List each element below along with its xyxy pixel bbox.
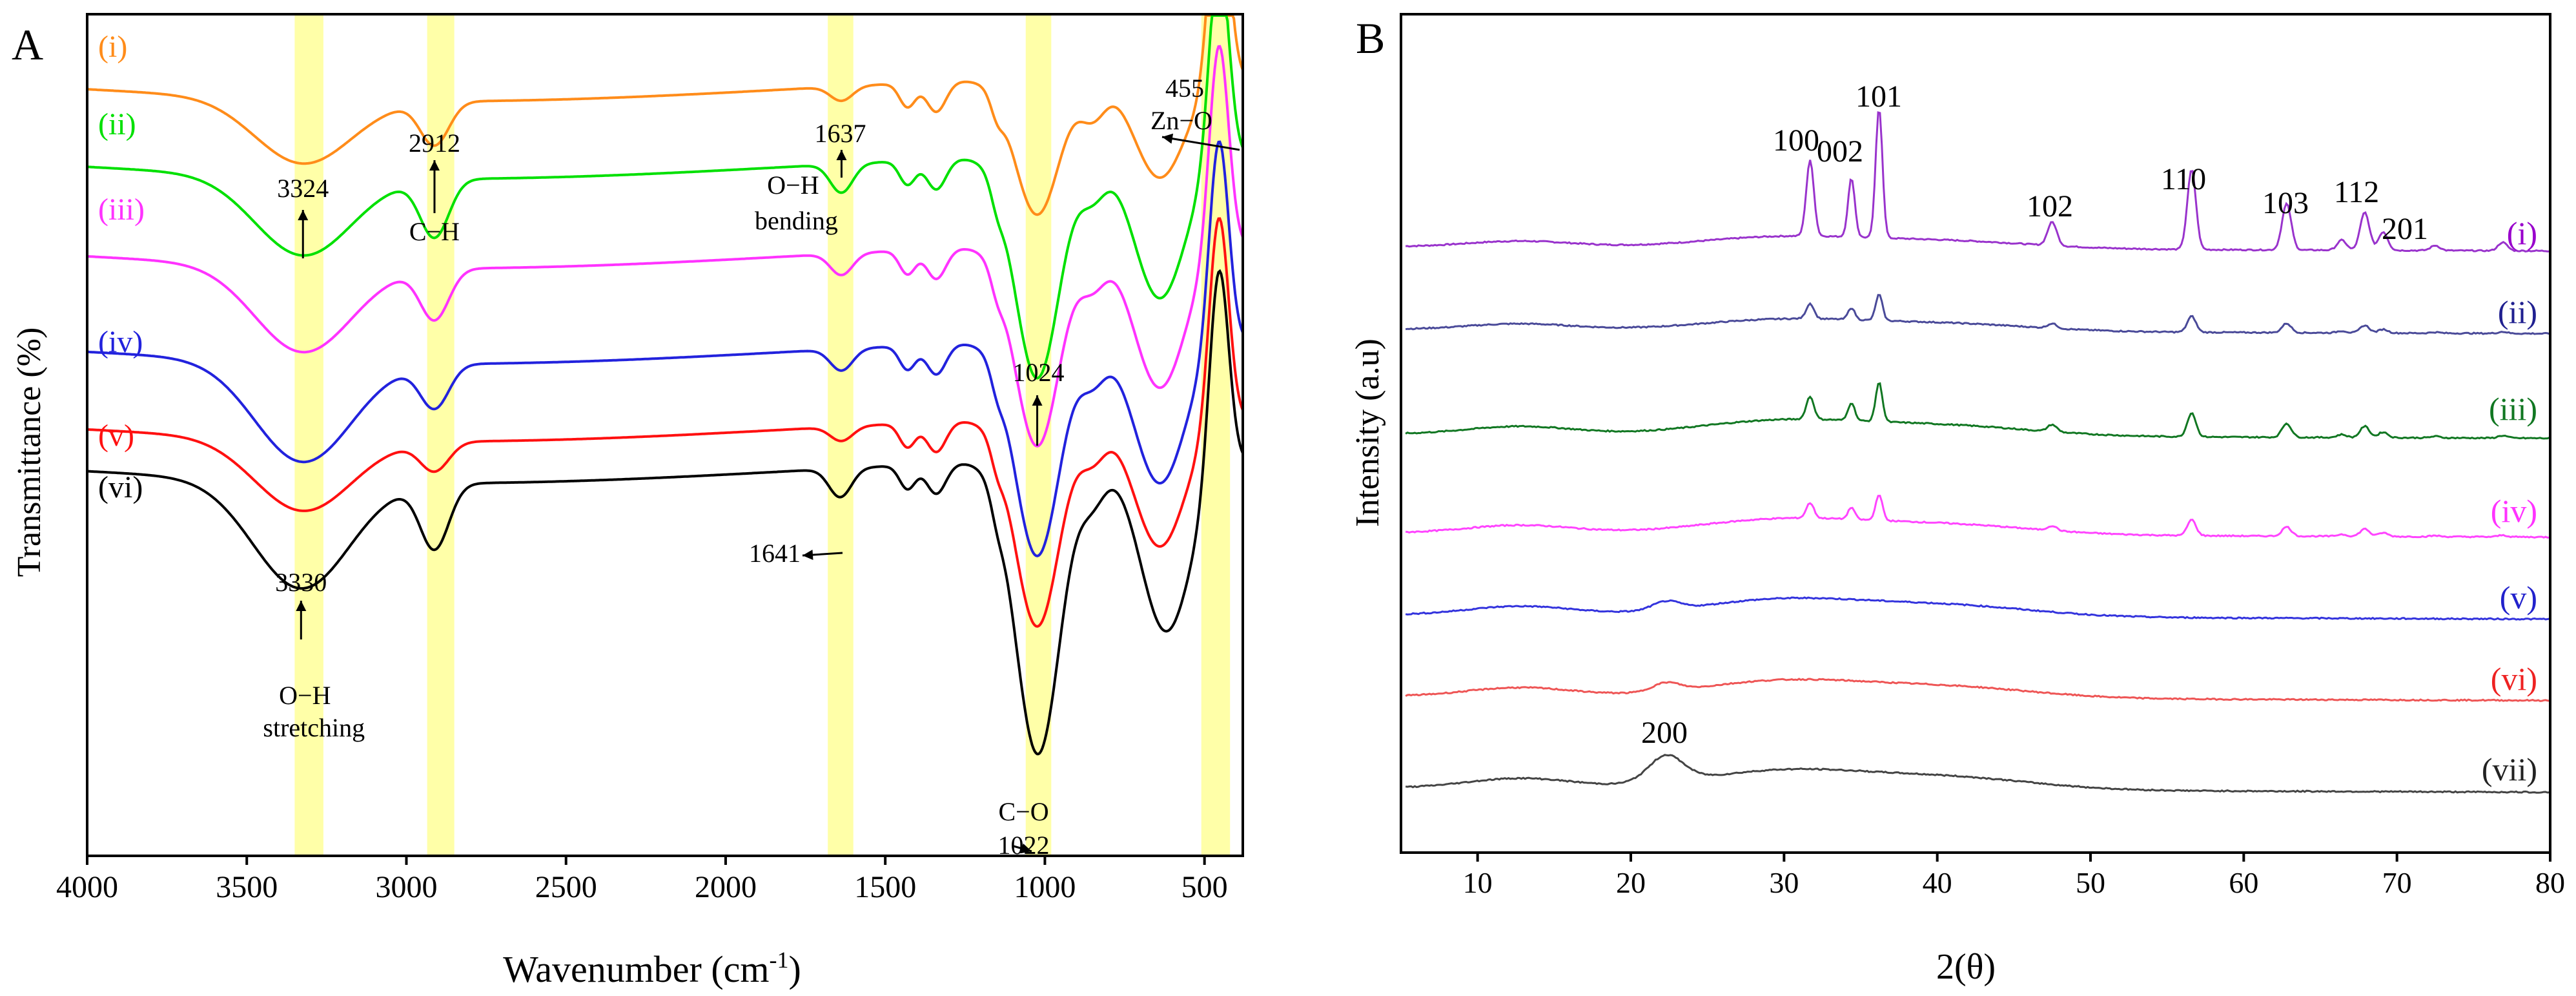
- xrd-series-label: (v): [2500, 579, 2537, 616]
- ftir-x-tick-label: 500: [1181, 870, 1228, 904]
- ftir-annotation: Zn−O: [1150, 106, 1212, 135]
- ftir-x-tick-label: 2500: [535, 870, 597, 904]
- ftir-annotation: 3330: [275, 568, 327, 597]
- ftir-annotation: bending: [755, 206, 838, 235]
- ftir-x-tick-label: 3500: [216, 870, 278, 904]
- xrd-series-label: (vi): [2491, 661, 2537, 697]
- ftir-series-label: (i): [98, 30, 127, 64]
- xrd-series-labels: (i) (ii) (iii) (iv) (v) (vi) (vii): [2482, 215, 2537, 787]
- xrd-y-axis-label: Intensity (a.u): [1349, 338, 1386, 527]
- xrd-series-line: [1405, 596, 2550, 621]
- ftir-series-line: [87, 14, 1244, 380]
- xrd-series-label: (iii): [2489, 391, 2537, 427]
- ftir-annotation: 1637: [814, 119, 866, 148]
- ftir-x-axis-label-sup: -1: [770, 947, 789, 973]
- ftir-x-ticks: 4000 3500 3000 2500 2000 1500 1000 500: [56, 856, 1228, 904]
- xrd-x-axis-label: 2(θ): [1936, 947, 1996, 987]
- ftir-x-tick-label: 1000: [1014, 870, 1076, 904]
- ftir-annotation: C−H: [409, 217, 460, 246]
- ftir-series-line: [87, 269, 1244, 756]
- xrd-series-line: [1405, 678, 2550, 702]
- ftir-x-tick-label: 3000: [375, 870, 437, 904]
- xrd-peak-label: 100: [1773, 123, 1819, 158]
- xrd-plot-frame: [1400, 13, 2551, 854]
- ftir-arrow: [1013, 843, 1032, 854]
- ftir-arrow: [802, 549, 843, 560]
- xrd-series-label: (ii): [2498, 294, 2537, 330]
- ftir-series-label: (ii): [98, 107, 136, 141]
- xrd-panel: 10 20 30 40 50 60 70 80 (i) (ii) (iii) (iv) (v) (vi)…: [1349, 13, 2565, 987]
- xrd-series-group: [1405, 111, 2550, 794]
- xrd-x-tick-label: 50: [2076, 866, 2105, 899]
- ftir-annotation: stretching: [263, 713, 365, 742]
- ftir-series-group: [87, 14, 1244, 756]
- ftir-series-labels: (i) (ii) (iii) (iv) (v) (vi): [98, 30, 145, 504]
- xrd-x-tick-label: 60: [2229, 866, 2258, 899]
- xrd-peak-label: 200: [1641, 716, 1688, 750]
- ftir-series-label: (v): [98, 419, 134, 453]
- ftir-arrow: [1032, 395, 1043, 446]
- ftir-y-axis-label: Transmittance (%): [11, 327, 48, 577]
- xrd-series-line: [1405, 754, 2550, 794]
- ftir-series-label: (vi): [98, 470, 143, 504]
- highlight-band: [294, 14, 323, 856]
- ftir-arrow: [836, 150, 847, 178]
- ftir-x-axis-label: Wavenumber (cm-1): [503, 947, 801, 990]
- ftir-arrow: [296, 601, 307, 639]
- xrd-x-tick-label: 10: [1463, 866, 1493, 899]
- highlight-band: [427, 14, 455, 856]
- xrd-x-tick-label: 30: [1769, 866, 1799, 899]
- xrd-series-line: [1405, 495, 2550, 539]
- ftir-annotation: 1024: [1013, 358, 1065, 387]
- ftir-series-line: [87, 217, 1244, 628]
- xrd-peak-label: 110: [2161, 162, 2206, 196]
- ftir-arrow: [298, 210, 309, 258]
- xrd-peak-label: 201: [2382, 212, 2428, 246]
- ftir-series-label: (iii): [98, 192, 145, 227]
- ftir-annotation: C−O: [998, 797, 1048, 826]
- xrd-peak-label: 101: [1855, 79, 1902, 114]
- xrd-peak-label: 112: [2334, 175, 2379, 209]
- ftir-series-label: (iv): [98, 325, 143, 359]
- ftir-annotation: 455: [1165, 74, 1204, 103]
- ftir-annotations: 3324 2912 C−H 1637 O−H bending 455 Zn−O 1024 1641…: [263, 74, 1240, 860]
- ftir-x-tick-label: 4000: [56, 870, 118, 904]
- xrd-series-line: [1405, 111, 2550, 253]
- xrd-series-line: [1405, 294, 2550, 335]
- xrd-x-tick-label: 70: [2382, 866, 2412, 899]
- xrd-peak-label: 102: [2027, 189, 2073, 223]
- xrd-series-line: [1405, 382, 2550, 440]
- xrd-series-label: (i): [2507, 215, 2537, 251]
- ftir-arrow: [429, 160, 440, 213]
- xrd-peak-label: 002: [1817, 134, 1863, 169]
- xrd-x-tick-label: 40: [1923, 866, 1952, 899]
- ftir-x-axis-label-main: Wavenumber (cm: [503, 948, 769, 990]
- panel-label-a: A: [12, 20, 43, 69]
- ftir-series-line: [87, 45, 1244, 448]
- ftir-annotation: 3324: [277, 174, 329, 203]
- ftir-x-tick-label: 1500: [854, 870, 916, 904]
- ftir-series-line: [87, 140, 1244, 557]
- ftir-annotation: O−H: [279, 681, 331, 710]
- panel-label-b: B: [1356, 14, 1385, 63]
- ftir-annotation: O−H: [767, 171, 819, 200]
- ftir-arrow: [1161, 133, 1240, 151]
- ftir-annotation: 2912: [409, 129, 460, 158]
- xrd-peak-label: 103: [2262, 186, 2309, 220]
- xrd-x-tick-label: 80: [2535, 866, 2565, 899]
- ftir-x-axis-label-close: ): [789, 948, 801, 990]
- xrd-series-label: (vii): [2482, 751, 2537, 787]
- ftir-annotation: 1641: [749, 539, 801, 568]
- xrd-x-ticks: 10 20 30 40 50 60 70 80: [1463, 853, 2565, 899]
- ftir-series-line: [87, 14, 1244, 216]
- xrd-x-tick-label: 20: [1616, 866, 1646, 899]
- ftir-plot-frame: [86, 13, 1244, 857]
- ftir-x-tick-label: 2000: [695, 870, 757, 904]
- xrd-series-label: (iv): [2491, 493, 2537, 529]
- ftir-panel: 4000 3500 3000 2500 2000 1500 1000 500 (i)(ii)(…: [11, 13, 1244, 990]
